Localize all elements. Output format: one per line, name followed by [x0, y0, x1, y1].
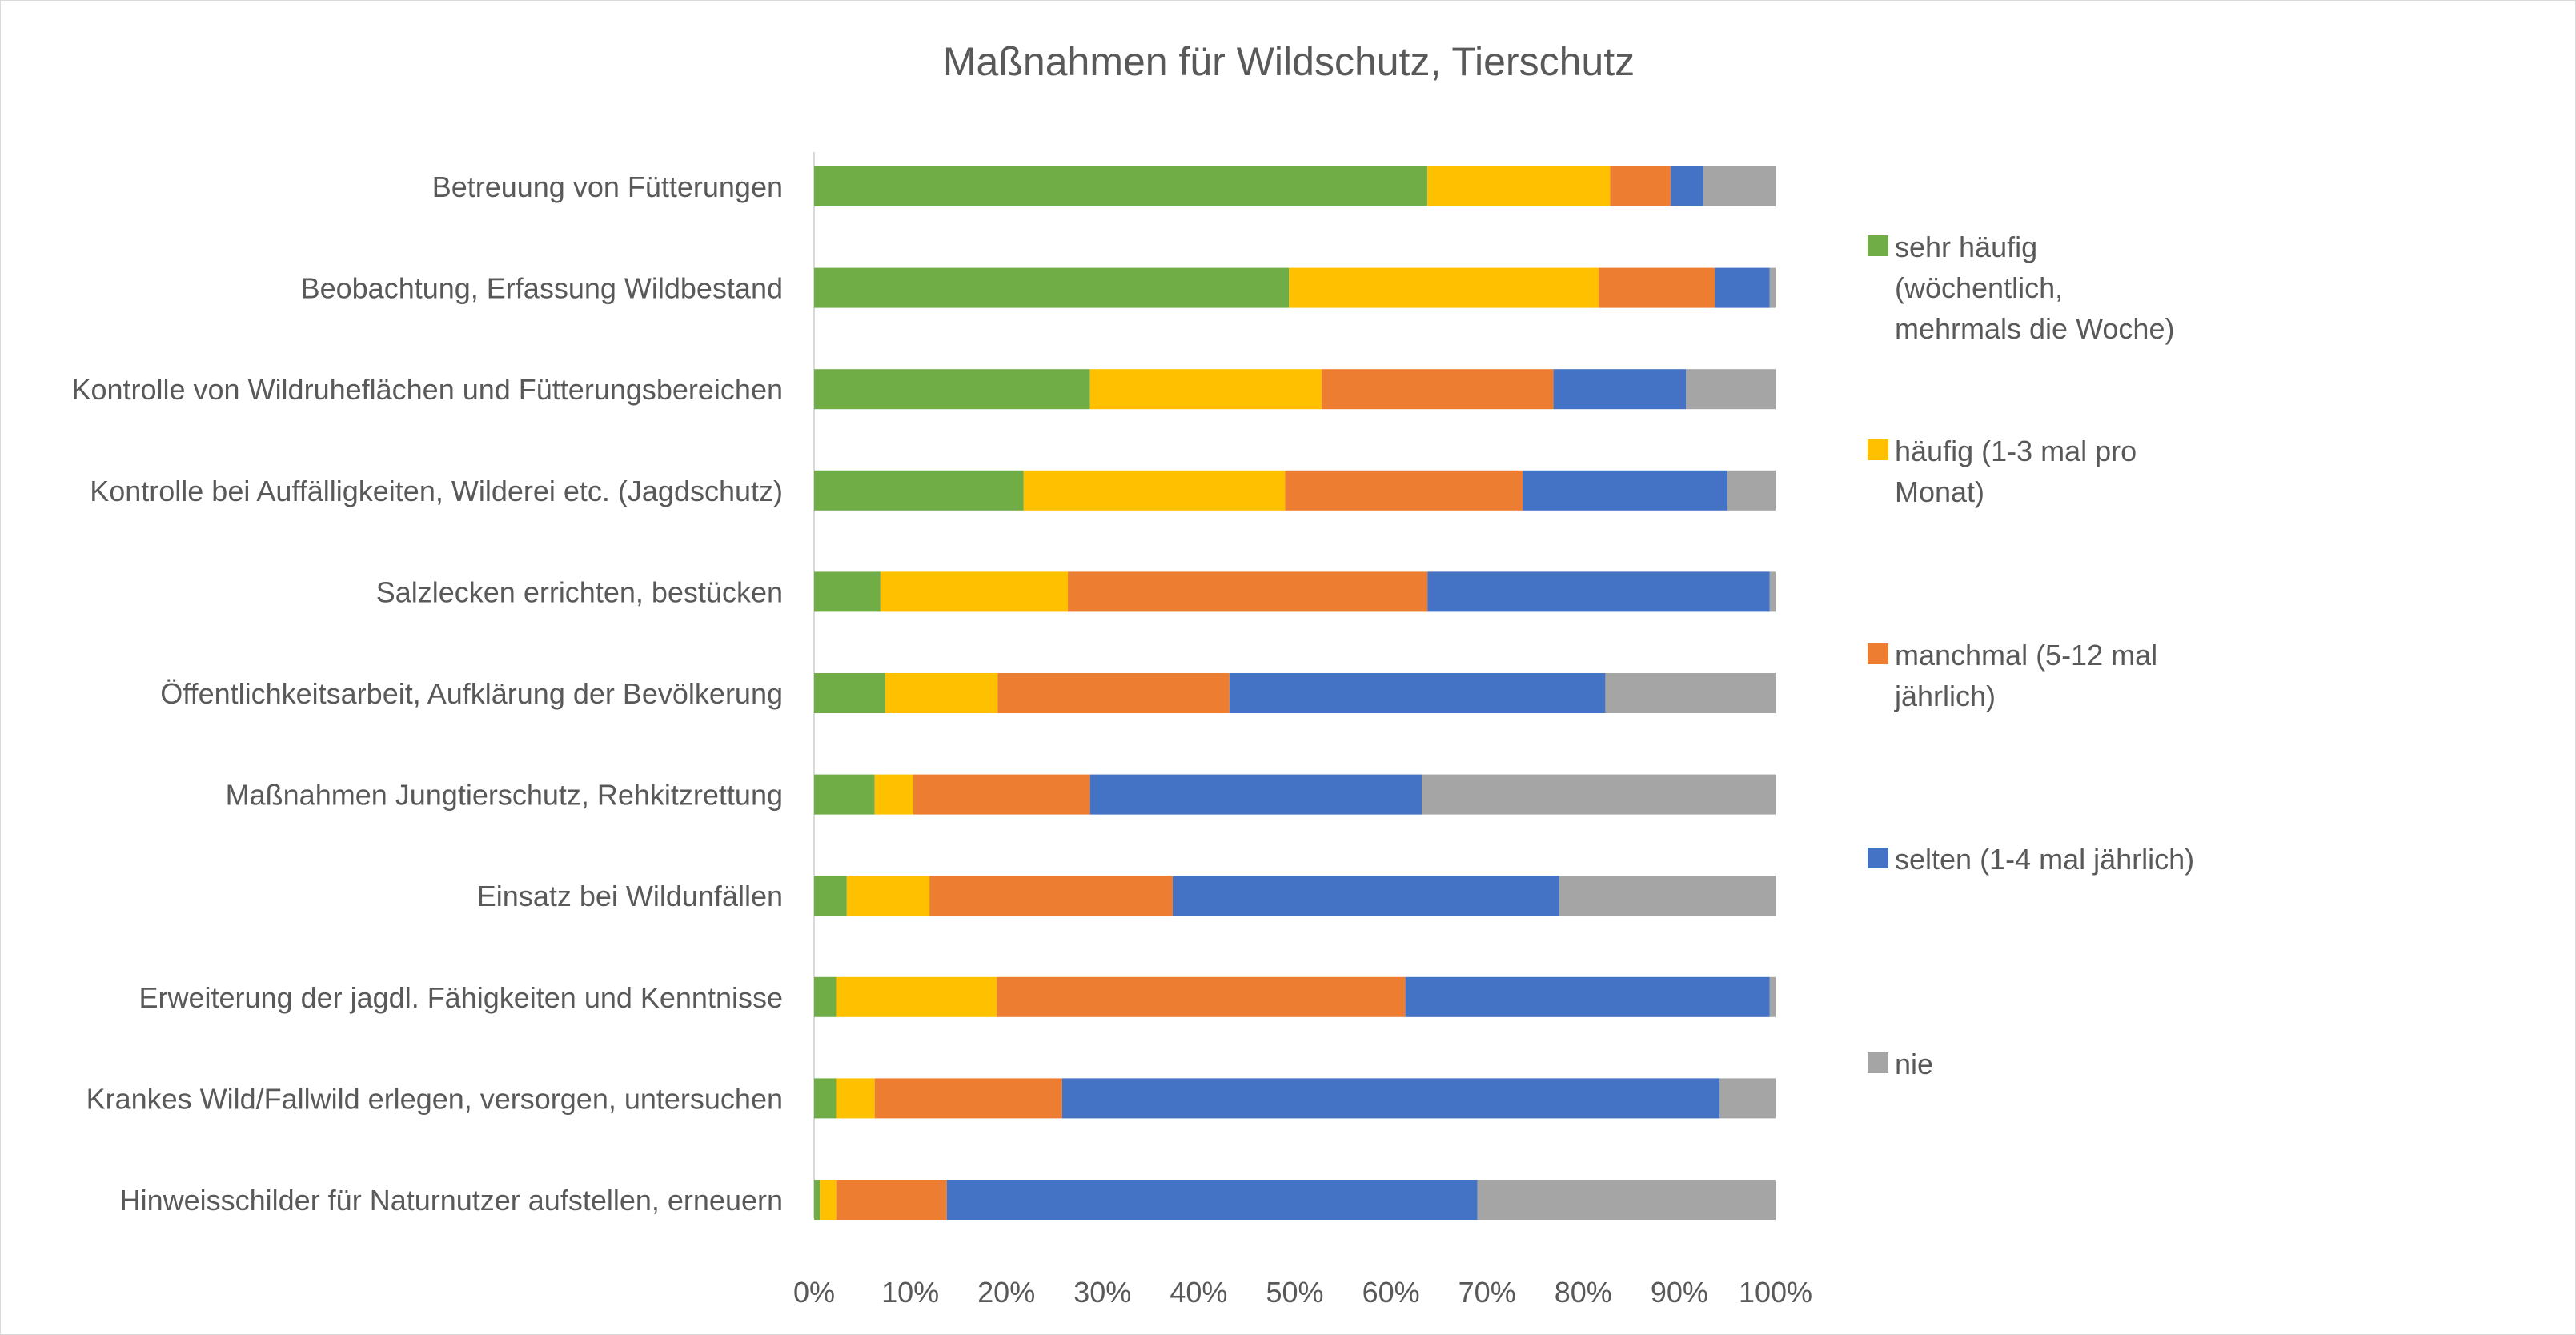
category-label: Krankes Wild/Fallwild erlegen, versorgen… — [86, 1082, 783, 1115]
bar-segment — [1727, 470, 1776, 511]
category-label: Erweiterung der jagdl. Fähigkeiten und K… — [139, 981, 784, 1014]
legend-marker — [1868, 235, 1888, 256]
bar-segment — [1715, 267, 1770, 308]
bar-segment — [1610, 166, 1671, 206]
bar-segment — [946, 1180, 1478, 1220]
bar-segment — [814, 1078, 837, 1119]
bar-segment — [814, 673, 885, 713]
bar-segment — [1553, 369, 1687, 410]
bar-segment — [836, 976, 997, 1017]
category-label: Betreuung von Fütterungen — [432, 170, 783, 203]
bar-segment — [814, 166, 1428, 206]
bar-segment — [1703, 166, 1776, 206]
bar-segment — [1686, 369, 1776, 410]
legend-label: nie — [1895, 1048, 1933, 1080]
x-tick-label: 80% — [1555, 1276, 1612, 1309]
x-tick-label: 90% — [1651, 1276, 1708, 1309]
plot-area — [813, 152, 1776, 1220]
bar-segment — [836, 1180, 947, 1220]
bar-segment — [1089, 369, 1322, 410]
bar-segment — [1322, 369, 1554, 410]
bar-segment — [1172, 876, 1559, 916]
bar-segment — [1061, 1078, 1720, 1119]
x-tick-label: 70% — [1459, 1276, 1516, 1309]
x-tick-label: 50% — [1266, 1276, 1323, 1309]
legend-label: selten (1-4 mal jährlich) — [1895, 843, 2194, 876]
legend-marker — [1868, 643, 1888, 664]
category-label: Öffentlichkeitsarbeit, Aufklärung der Be… — [160, 677, 783, 710]
bar-segment — [1477, 1180, 1776, 1220]
bar-segment — [874, 774, 913, 815]
bar-segment — [1405, 976, 1770, 1017]
bar-segment — [814, 774, 875, 815]
x-tick-label: 40% — [1170, 1276, 1227, 1309]
x-tick-label: 0% — [793, 1276, 835, 1309]
bar-segment — [1229, 673, 1606, 713]
legend-marker — [1868, 439, 1888, 460]
x-tick-label: 100% — [1739, 1276, 1812, 1309]
legend-label: sehr häufig — [1895, 231, 2037, 263]
bar-segment — [1559, 876, 1776, 916]
bar-segment — [1671, 166, 1703, 206]
bar-segment — [814, 1180, 821, 1220]
legend-marker — [1868, 848, 1888, 868]
bar-segment — [1769, 267, 1776, 308]
x-tick-label: 10% — [881, 1276, 939, 1309]
category-label: Kontrolle von Wildruheflächen und Fütter… — [71, 373, 783, 406]
legend: sehr häufig (wöchentlich, mehrmals die Woc… — [1868, 231, 2194, 1080]
bar-segment — [1523, 470, 1727, 511]
bar-segment — [1427, 166, 1611, 206]
bar-segment — [1599, 267, 1715, 308]
legend-label: (wöchentlich, — [1895, 271, 2063, 304]
category-label: Kontrolle bei Auffälligkeiten, Wilderei … — [90, 475, 783, 507]
bar-segment — [997, 673, 1230, 713]
bar-segment — [814, 369, 1090, 410]
bar-segment — [1289, 267, 1599, 308]
x-tick-label: 20% — [977, 1276, 1035, 1309]
x-tick-label: 60% — [1362, 1276, 1420, 1309]
bar-segment — [1422, 774, 1776, 815]
bar-segment — [1769, 571, 1776, 612]
chart-title: Maßnahmen für Wildschutz, Tierschutz — [943, 39, 1635, 84]
bar-segment — [846, 876, 930, 916]
legend-label: mehrmals die Woche) — [1895, 312, 2174, 345]
legend-label: Monat) — [1895, 475, 1984, 508]
legend-marker — [1868, 1052, 1888, 1073]
legend-label: manchmal (5-12 mal — [1895, 639, 2157, 672]
category-label: Maßnahmen Jungtierschutz, Rehkitzrettung — [226, 779, 783, 812]
category-label: Salzlecken errichten, bestücken — [376, 575, 783, 608]
bar-segment — [1605, 673, 1776, 713]
bar-segment — [913, 774, 1090, 815]
bar-segment — [1719, 1078, 1776, 1119]
bar-segment — [814, 470, 1024, 511]
bar-segment — [874, 1078, 1062, 1119]
bar-segment — [1769, 976, 1776, 1017]
bar-segment — [814, 976, 837, 1017]
category-label: Beobachtung, Erfassung Wildbestand — [301, 272, 783, 305]
bar-segment — [929, 876, 1173, 916]
bar-segment — [1023, 470, 1286, 511]
x-tick-label: 30% — [1073, 1276, 1131, 1309]
bar-segment — [1285, 470, 1523, 511]
bar-segment — [880, 571, 1069, 612]
x-axis-tick-labels: 0% 10% 20% 30% 40% 50% 60% 70% 80% 90% 100% — [793, 1276, 1812, 1309]
bar-segment — [885, 673, 998, 713]
legend-label: häufig (1-3 mal pro — [1895, 435, 2137, 467]
bar-segment — [814, 571, 881, 612]
bar-segment — [814, 267, 1290, 308]
category-label: Hinweisschilder für Naturnutzer aufstell… — [120, 1184, 783, 1217]
bar-segment — [820, 1180, 837, 1220]
category-axis-labels: Betreuung von Fütterungen Beobachtung, Er… — [71, 170, 783, 1217]
bar-segment — [814, 876, 847, 916]
legend-label: jährlich) — [1894, 680, 1996, 712]
bar-segment — [1068, 571, 1428, 612]
bar-segment — [1089, 774, 1422, 815]
bar-segment — [997, 976, 1406, 1017]
category-label: Einsatz bei Wildunfällen — [477, 880, 783, 912]
bar-segment — [1427, 571, 1770, 612]
bar-segment — [836, 1078, 875, 1119]
